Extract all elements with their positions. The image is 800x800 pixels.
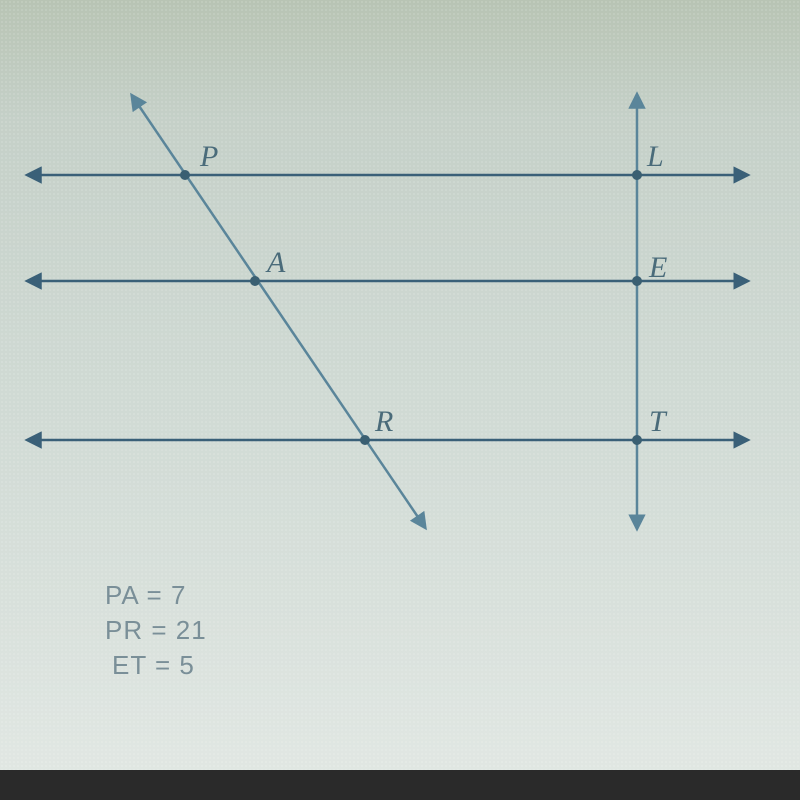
given-PA: PA = 7: [105, 580, 186, 611]
label-E: E: [649, 251, 667, 285]
label-R: R: [375, 405, 393, 439]
point-T: [632, 435, 642, 445]
label-P: P: [200, 140, 218, 174]
point-P: [180, 170, 190, 180]
point-L: [632, 170, 642, 180]
screen-bezel: [0, 770, 800, 800]
given-ET: ET = 5: [112, 650, 195, 681]
given-PR: PR = 21: [105, 615, 207, 646]
line-PAR: [135, 100, 422, 523]
point-A: [250, 276, 260, 286]
label-L: L: [647, 140, 664, 174]
point-R: [360, 435, 370, 445]
label-A: A: [267, 246, 285, 280]
point-E: [632, 276, 642, 286]
label-T: T: [649, 405, 666, 439]
